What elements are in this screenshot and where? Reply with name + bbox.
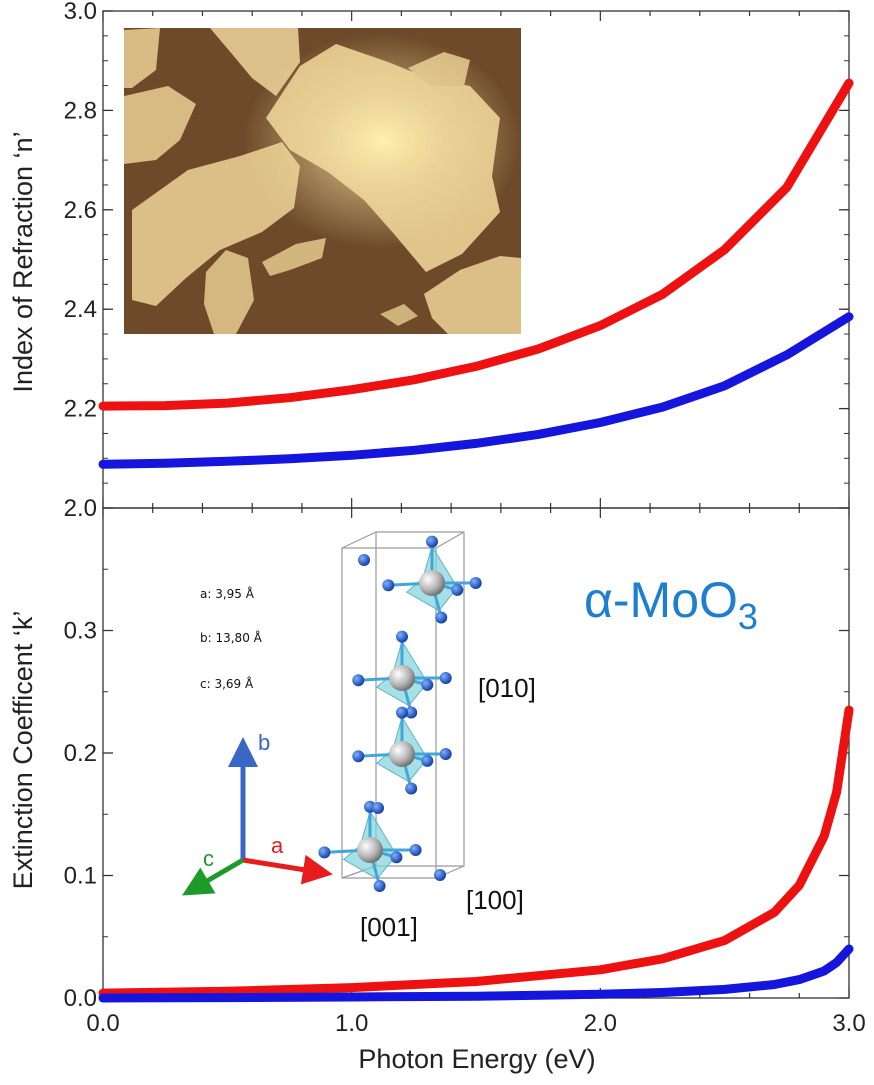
- red-series-line-panel-1: [98, 78, 854, 411]
- blue-series-line-panel-1: [98, 312, 854, 469]
- x-tick-label: 2.0: [584, 1010, 617, 1037]
- y-tick-label: 2.6: [64, 197, 97, 224]
- oxygen-atom: [382, 579, 395, 592]
- oxygen-atom: [372, 802, 384, 814]
- oxygen-atom: [439, 748, 452, 760]
- red-series-line-panel-2: [98, 705, 854, 998]
- molybdenum-atom: [419, 570, 445, 596]
- x-axis-title: Photon Energy (eV): [358, 1044, 595, 1074]
- moo6-octahedron: [352, 706, 452, 795]
- oxygen-atom: [469, 577, 482, 589]
- micrograph-inset: [124, 28, 521, 334]
- oxygen-atom: [439, 672, 452, 684]
- x-tick-label: 1.0: [335, 1010, 368, 1037]
- oxygen-atom: [426, 535, 438, 548]
- crystal-structure: [318, 531, 482, 892]
- lattice-c: c: 3,69 Å: [200, 676, 254, 691]
- bottom-y-axis-title: Extinction Coefficent ‘k’: [8, 611, 38, 890]
- molybdenum-atom: [389, 741, 415, 767]
- oxygen-atom: [409, 844, 422, 856]
- oxygen-atom: [421, 678, 434, 691]
- y-tick-label: 2.4: [64, 296, 97, 323]
- oxygen-atom: [434, 869, 446, 881]
- direction-100: [100]: [466, 885, 524, 915]
- axis-c-arrow: [182, 857, 245, 896]
- lattice-b: b: 13,80 Å: [200, 630, 263, 645]
- oxygen-atom: [390, 851, 403, 864]
- axis-b-label: b: [258, 730, 270, 755]
- y-tick-label: 2.2: [64, 396, 97, 423]
- oxygen-atom: [373, 880, 386, 892]
- y-tick-label: 2.0: [64, 495, 97, 522]
- oxygen-atom: [358, 554, 370, 566]
- axis-c-label: c: [203, 846, 214, 871]
- oxygen-atom: [352, 750, 365, 763]
- axis-a-arrow: [242, 854, 333, 885]
- formula-label: α-MoO3: [584, 572, 758, 637]
- direction-001: [001]: [360, 912, 418, 942]
- moo6-octahedron: [352, 630, 452, 719]
- direction-010: [010]: [478, 673, 536, 703]
- y-tick-label: 0.0: [64, 985, 97, 1012]
- oxygen-atom: [318, 846, 331, 859]
- oxygen-atom: [451, 583, 464, 596]
- oxygen-atom: [435, 611, 448, 624]
- axis-a-label: a: [271, 833, 284, 858]
- lattice-a: a: 3,95 Å: [200, 586, 255, 601]
- y-tick-label: 0.3: [64, 618, 97, 645]
- y-tick-label: 0.2: [64, 740, 97, 767]
- oxygen-atom: [396, 630, 408, 643]
- x-tick-label: 3.0: [832, 1010, 865, 1037]
- top-y-axis-title: Index of Refraction ‘n’: [8, 131, 38, 392]
- crystal-axes: b a c: [182, 730, 333, 896]
- y-tick-label: 0.1: [64, 863, 97, 890]
- molybdenum-atom: [357, 837, 383, 863]
- oxygen-atom: [421, 754, 434, 767]
- blue-series-line-panel-2: [98, 944, 854, 1003]
- y-tick-label: 2.8: [64, 97, 97, 124]
- y-tick-label: 3.0: [64, 0, 97, 25]
- oxygen-atom: [396, 706, 408, 719]
- oxygen-atom: [405, 706, 418, 719]
- x-tick-label: 0.0: [86, 1010, 119, 1037]
- moo6-octahedron: [382, 535, 482, 624]
- series-curves: [98, 78, 854, 1003]
- oxygen-atom: [352, 674, 365, 687]
- oxygen-atom: [405, 782, 418, 795]
- molybdenum-atom: [389, 665, 415, 691]
